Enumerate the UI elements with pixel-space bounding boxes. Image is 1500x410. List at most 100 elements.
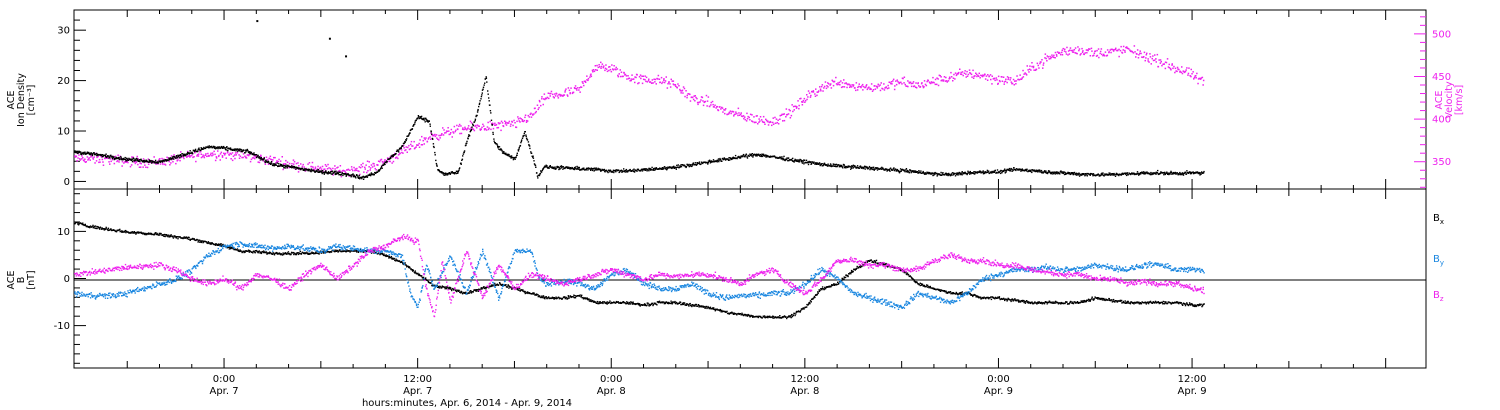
- velocity-point: [1070, 49, 1073, 52]
- density-point: [507, 153, 509, 156]
- velocity-point: [974, 75, 976, 77]
- bx-point: [300, 253, 303, 255]
- velocity-point: [1169, 67, 1172, 70]
- velocity-point: [713, 106, 715, 108]
- bx-point: [468, 292, 471, 294]
- density-point: [969, 172, 972, 174]
- density-point: [621, 171, 623, 173]
- density-point: [377, 170, 379, 172]
- bx-point: [210, 243, 212, 245]
- velocity-point: [199, 151, 202, 153]
- bx-point: [388, 255, 391, 258]
- velocity-point: [691, 96, 693, 98]
- velocity-point: [1035, 68, 1038, 71]
- density-point: [1098, 174, 1100, 176]
- bx-point: [276, 252, 279, 254]
- bx-point: [477, 289, 479, 291]
- density-point: [446, 172, 449, 175]
- velocity-point: [145, 166, 147, 168]
- velocity-point: [177, 159, 179, 161]
- velocity-point: [937, 84, 940, 87]
- density-point: [610, 170, 612, 172]
- density-point: [550, 166, 553, 168]
- velocity-point: [1149, 53, 1151, 55]
- density-point: [718, 159, 720, 161]
- bx-point: [588, 298, 590, 300]
- density-point: [1177, 172, 1179, 175]
- density-point: [689, 165, 691, 167]
- velocity-point: [211, 152, 214, 154]
- bx-point: [630, 303, 632, 305]
- velocity-point: [855, 82, 858, 84]
- bx-point: [542, 296, 544, 298]
- velocity-point: [831, 79, 833, 82]
- bx-point: [412, 269, 414, 272]
- velocity-point: [867, 87, 869, 89]
- density-point: [441, 172, 444, 174]
- velocity-point: [340, 175, 343, 178]
- density-point: [715, 160, 718, 162]
- velocity-point: [1117, 49, 1119, 52]
- density-point: [381, 167, 383, 169]
- velocity-point: [865, 85, 867, 87]
- velocity-point: [470, 122, 473, 124]
- density-point: [846, 165, 848, 168]
- bx-point: [617, 301, 619, 303]
- velocity-point: [949, 77, 951, 79]
- velocity-point: [942, 79, 945, 81]
- velocity-point: [1045, 57, 1047, 60]
- velocity-point: [406, 151, 408, 153]
- velocity-point: [223, 152, 225, 155]
- bx-point: [595, 302, 597, 304]
- density-point: [189, 152, 191, 154]
- density-point: [338, 174, 340, 176]
- density-point: [884, 169, 886, 171]
- bx-point: [346, 249, 348, 251]
- velocity-point: [442, 127, 444, 129]
- velocity-point: [590, 73, 592, 75]
- velocity-point: [586, 75, 588, 77]
- velocity-point: [570, 87, 572, 89]
- bx-point: [604, 302, 606, 304]
- density-point: [294, 166, 297, 169]
- density-point: [560, 167, 562, 169]
- density-point: [876, 169, 879, 171]
- velocity-point: [402, 144, 405, 147]
- density-point: [673, 165, 675, 168]
- density-point: [480, 98, 482, 100]
- density-point: [583, 167, 585, 169]
- velocity-point: [139, 162, 141, 164]
- density-point: [307, 169, 310, 172]
- bx-point: [179, 236, 181, 238]
- bx-point: [94, 227, 96, 229]
- density-point: [673, 167, 676, 169]
- density-point: [532, 157, 535, 159]
- density-point: [659, 167, 661, 169]
- density-point: [644, 169, 647, 171]
- density-point: [148, 160, 151, 162]
- velocity-point: [157, 163, 159, 165]
- density-point: [232, 149, 234, 151]
- density-point: [678, 166, 680, 169]
- bx-point: [338, 249, 341, 251]
- density-point: [649, 168, 651, 171]
- density-point: [894, 168, 897, 170]
- velocity-point: [887, 84, 889, 87]
- density-point: [994, 169, 996, 172]
- velocity-point: [758, 121, 760, 123]
- velocity-point: [891, 83, 893, 85]
- density-point: [226, 146, 228, 148]
- density-point: [200, 147, 202, 149]
- density-point: [932, 174, 934, 177]
- velocity-point: [902, 77, 904, 80]
- velocity-point: [82, 157, 84, 159]
- velocity-point: [1165, 61, 1168, 64]
- density-point: [225, 147, 227, 149]
- density-point: [198, 147, 200, 149]
- density-point: [517, 150, 520, 152]
- bx-point: [543, 296, 545, 298]
- density-point: [734, 157, 736, 160]
- velocity-point: [277, 160, 280, 163]
- density-point: [327, 171, 329, 174]
- velocity-point: [1083, 53, 1085, 56]
